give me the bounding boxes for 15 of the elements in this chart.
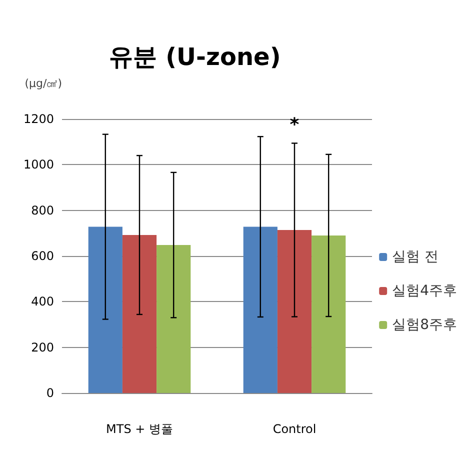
legend-label: 실험 전 <box>392 249 439 265</box>
y-tick-label: 1200 <box>23 112 54 126</box>
y-tick-label: 600 <box>31 249 54 263</box>
legend-label: 실험4주후 <box>392 283 458 299</box>
y-tick-label: 1000 <box>23 158 54 172</box>
x-tick-label: Control <box>272 422 316 436</box>
annotation: * <box>290 114 300 136</box>
chart-title: 유분 (U-zone) <box>109 43 281 71</box>
y-tick-label: 200 <box>31 340 54 354</box>
y-tick-label: 0 <box>46 386 54 400</box>
x-tick-label: MTS + 병풀 <box>106 422 173 436</box>
y-axis-title: (µg/㎠) <box>24 77 62 90</box>
y-tick-label: 800 <box>31 203 54 218</box>
y-tick-label: 400 <box>31 294 54 309</box>
legend-label: 실험8주후 <box>392 317 458 333</box>
